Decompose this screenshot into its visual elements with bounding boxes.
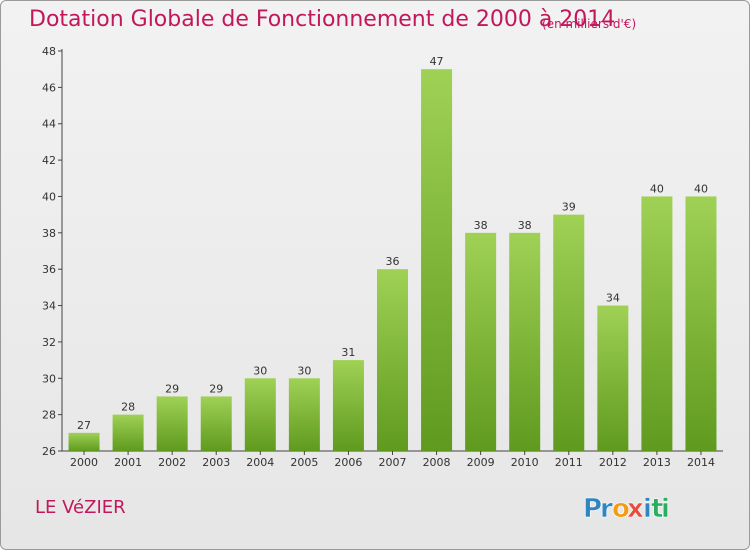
value-label: 40 (650, 182, 664, 195)
bar (421, 69, 453, 451)
bar (68, 432, 100, 451)
x-tick-label: 2002 (158, 456, 186, 469)
x-tick-label: 2005 (290, 456, 318, 469)
x-tick-label: 2004 (246, 456, 274, 469)
y-tick-label: 32 (42, 336, 56, 349)
y-tick-label: 38 (42, 227, 56, 240)
value-label: 40 (694, 182, 708, 195)
y-tick-label: 26 (42, 445, 56, 458)
x-tick-label: 2012 (599, 456, 627, 469)
y-tick-label: 30 (42, 372, 56, 385)
commune-name: LE VéZIER (35, 497, 126, 518)
chart-subtitle: (en milliers d'€) (542, 17, 637, 31)
logo-letter: i (643, 494, 652, 524)
value-label: 31 (341, 346, 355, 359)
bar (200, 396, 232, 451)
x-tick-label: 2013 (643, 456, 671, 469)
value-label: 38 (474, 219, 488, 232)
logo-letter: x (627, 494, 644, 524)
x-tick-label: 2003 (202, 456, 230, 469)
value-label: 39 (562, 201, 576, 214)
bar (641, 196, 673, 451)
bar (288, 378, 320, 451)
y-tick-label: 28 (42, 409, 56, 422)
bar (332, 360, 364, 451)
x-tick-label: 2006 (334, 456, 362, 469)
bar (377, 269, 408, 451)
y-tick-label: 46 (42, 81, 56, 94)
value-label: 30 (297, 364, 311, 377)
x-tick-label: 2010 (511, 456, 539, 469)
value-label: 29 (165, 382, 179, 395)
y-tick-label: 48 (42, 45, 56, 58)
logo-letter: r (600, 494, 613, 524)
x-tick-label: 2011 (555, 456, 583, 469)
bar (553, 214, 585, 451)
logo-letter: o (612, 494, 630, 524)
y-tick-label: 40 (42, 190, 56, 203)
bar (156, 396, 188, 451)
value-label: 36 (386, 255, 400, 268)
bar (244, 378, 276, 451)
chart-title: Dotation Globale de Fonctionnement de 20… (29, 7, 616, 32)
x-tick-label: 2001 (114, 456, 142, 469)
bar (685, 196, 717, 451)
x-tick-label: 2014 (687, 456, 715, 469)
value-label: 28 (121, 401, 135, 414)
x-tick-label: 2009 (467, 456, 495, 469)
proxiti-logo: Pr ox i ti (583, 494, 671, 525)
value-label: 29 (209, 382, 223, 395)
y-tick-label: 34 (42, 300, 56, 313)
bar (597, 305, 629, 451)
value-label: 27 (77, 419, 91, 432)
bar (509, 232, 541, 451)
logo-letter: i (661, 494, 670, 524)
bar (465, 232, 497, 451)
value-label: 30 (253, 364, 267, 377)
x-tick-label: 2007 (379, 456, 407, 469)
y-tick-label: 44 (42, 118, 56, 131)
y-tick-label: 42 (42, 154, 56, 167)
value-label: 34 (606, 292, 620, 305)
x-tick-label: 2000 (70, 456, 98, 469)
x-tick-label: 2008 (423, 456, 451, 469)
value-label: 38 (518, 219, 532, 232)
y-tick-label: 36 (42, 263, 56, 276)
value-label: 47 (430, 55, 444, 68)
logo-letter: P (583, 494, 602, 524)
logo-letter: t (651, 494, 663, 524)
bar (112, 414, 144, 451)
